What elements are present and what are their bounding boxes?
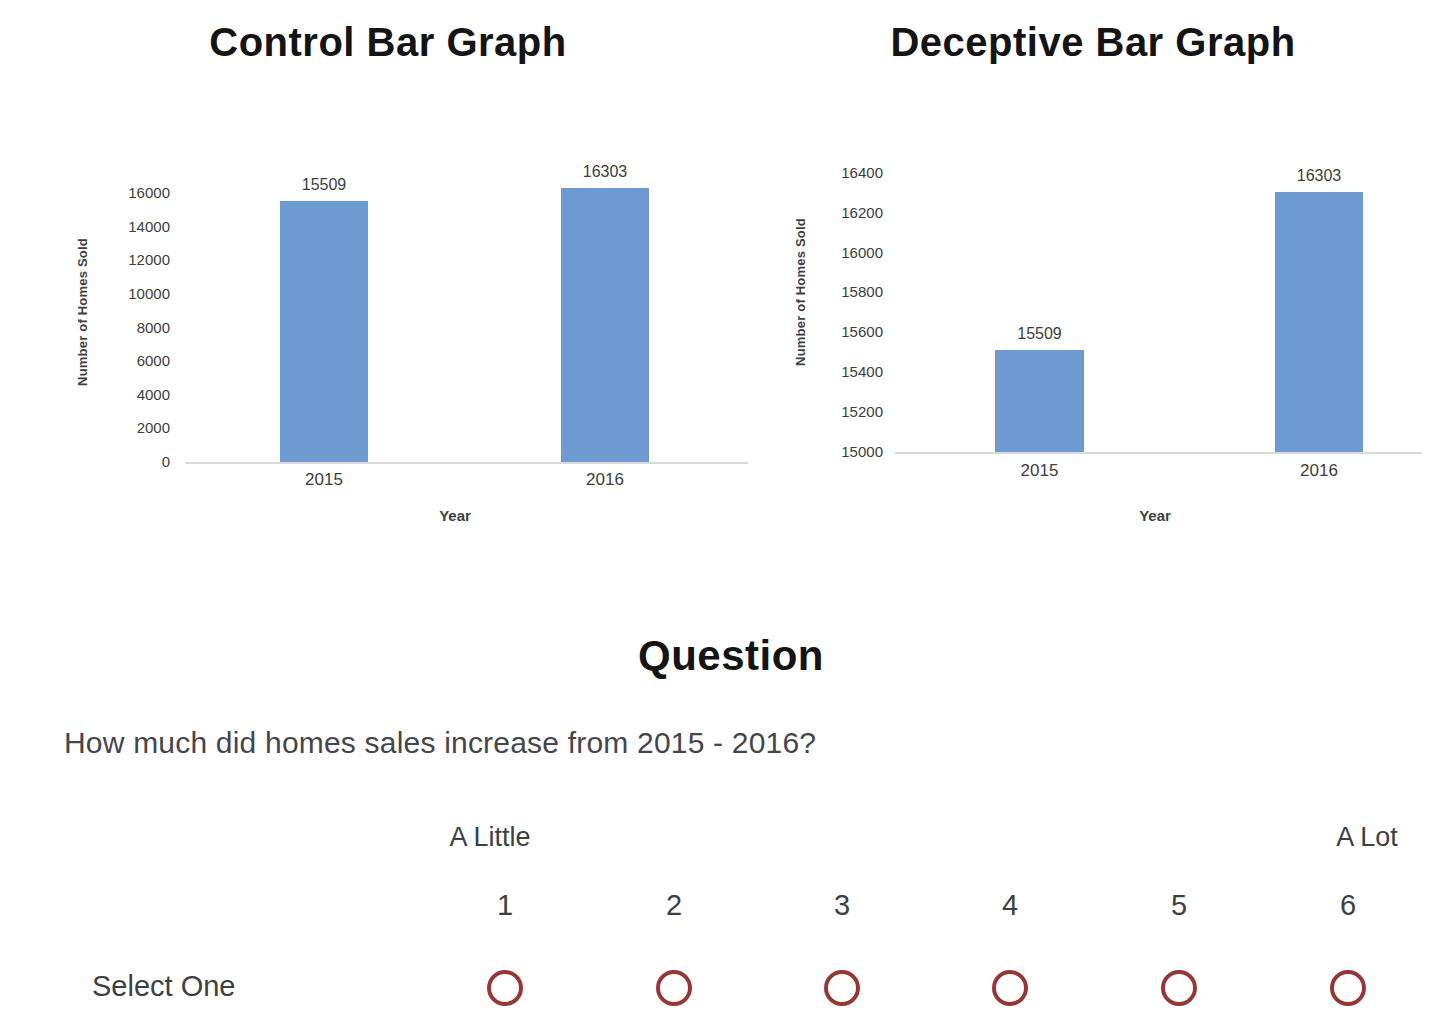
x-tick-label: 2016 [1259,461,1379,481]
x-axis-line [895,452,1422,454]
scale-number-4: 4 [970,889,1050,922]
x-axis-title: Year [1095,507,1215,525]
radio-option-3[interactable] [824,970,860,1006]
x-tick-label: 2015 [980,461,1100,481]
bar-2016 [1275,192,1363,452]
radio-option-5[interactable] [1161,970,1197,1006]
y-tick-label: 15400 [763,363,883,381]
radio-option-2[interactable] [656,970,692,1006]
radio-option-6[interactable] [1330,970,1366,1006]
scale-number-6: 6 [1308,889,1388,922]
scale-right-anchor-label: A Lot [1336,822,1398,853]
deceptive-bar-chart: Number of Homes Sold15000152001540015600… [0,0,1434,560]
y-tick-label: 16200 [763,204,883,222]
question-text: How much did homes sales increase from 2… [64,726,816,760]
survey-page: Control Bar Graph Deceptive Bar Graph Nu… [0,0,1434,1032]
y-tick-label: 16000 [763,244,883,262]
select-one-label: Select One [92,970,235,1003]
scale-number-5: 5 [1139,889,1219,922]
y-tick-label: 15000 [763,443,883,461]
radio-option-1[interactable] [487,970,523,1006]
question-heading: Question [14,632,1434,680]
bar-value-label: 16303 [1259,166,1379,186]
scale-left-anchor-label: A Little [449,822,530,853]
scale-number-2: 2 [634,889,714,922]
bar-value-label: 15509 [980,324,1100,344]
scale-number-3: 3 [802,889,882,922]
scale-number-1: 1 [465,889,545,922]
y-tick-label: 15600 [763,323,883,341]
radio-option-4[interactable] [992,970,1028,1006]
bar-2015 [995,350,1084,452]
y-tick-label: 15800 [763,283,883,301]
y-tick-label: 16400 [763,164,883,182]
y-tick-label: 15200 [763,403,883,421]
